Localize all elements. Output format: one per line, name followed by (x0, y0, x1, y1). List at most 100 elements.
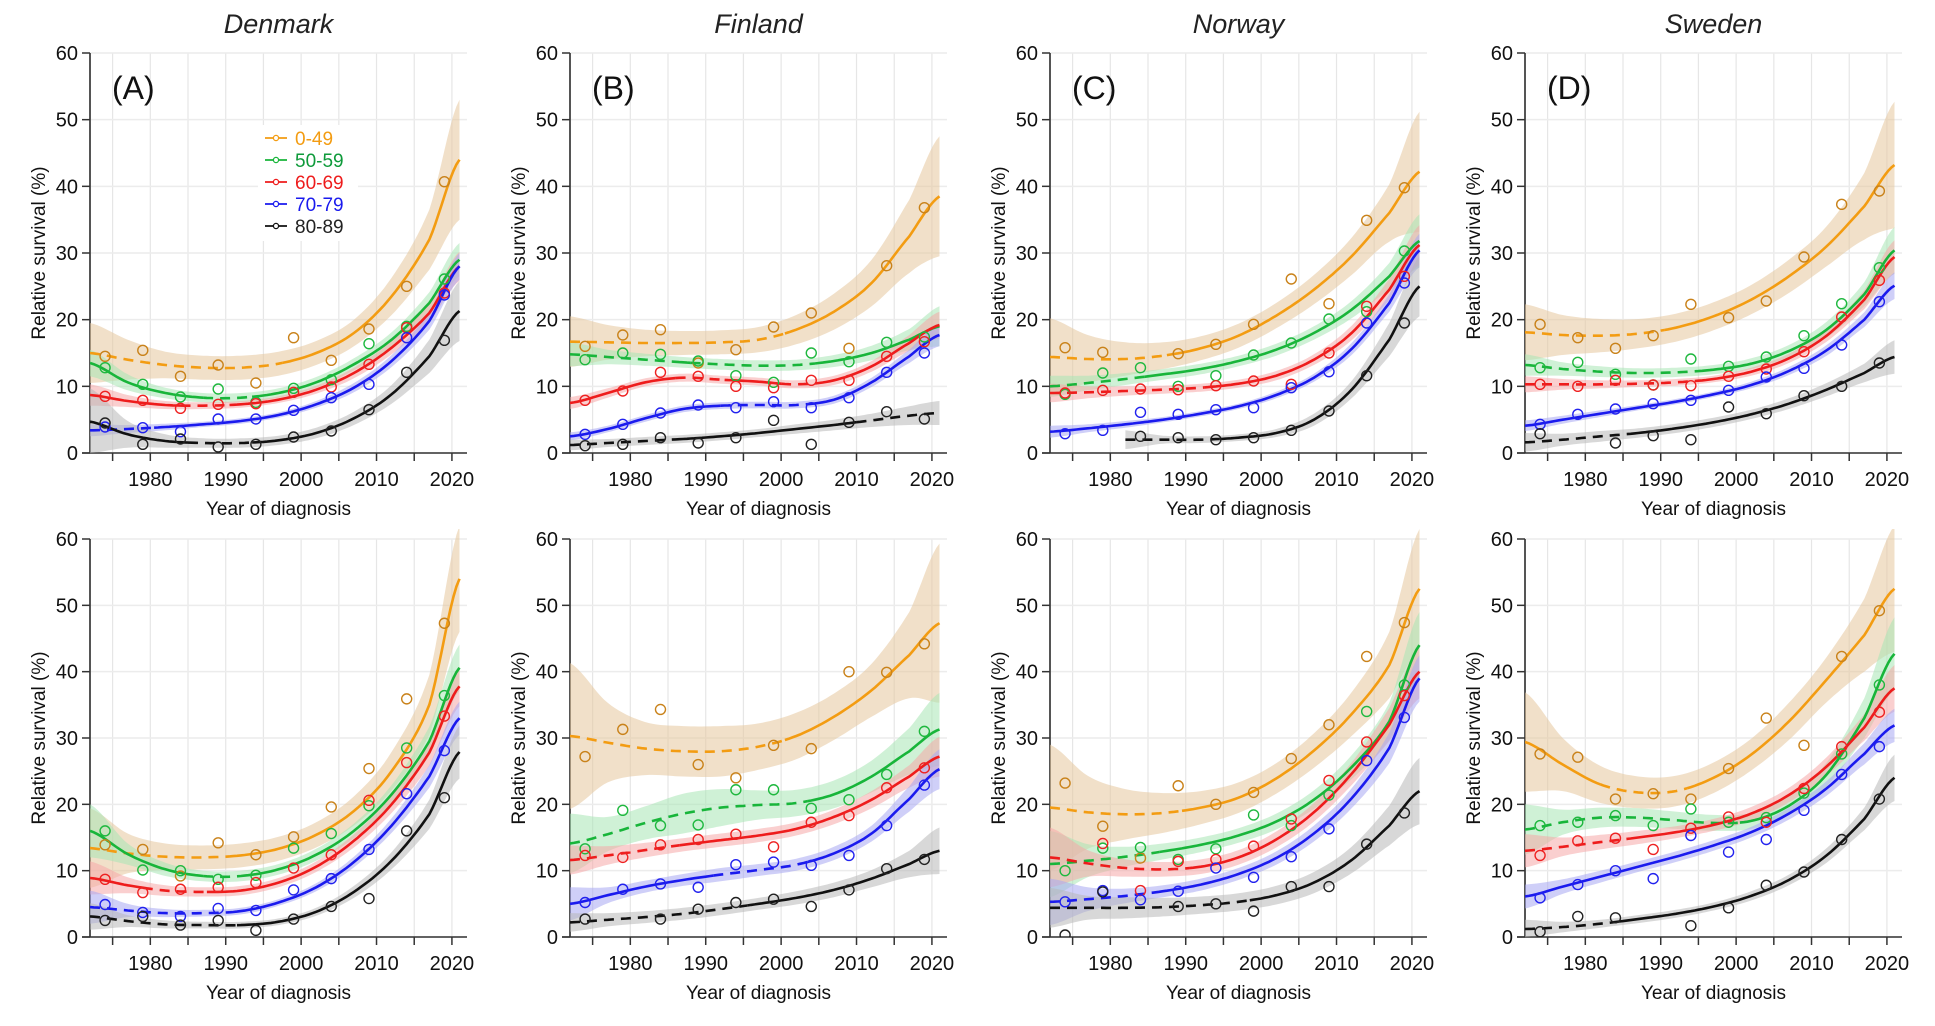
data-point-80-89 (880, 405, 893, 418)
plot-area (1525, 101, 1896, 452)
data-point-0-49 (325, 354, 337, 367)
data-point-50-59 (137, 864, 149, 876)
data-point-50-59 (1609, 368, 1622, 381)
data-point-60-69 (1647, 843, 1659, 856)
data-point-60-69 (1685, 822, 1697, 834)
data-point-80-89 (174, 919, 187, 931)
fit-line-80-89-dashed (90, 915, 238, 927)
data-point-50-59 (1760, 811, 1772, 824)
x-tick-label: 2020 (430, 953, 475, 975)
data-point-0-49 (325, 801, 337, 813)
fit-line-70-79 (229, 717, 461, 914)
data-point-0-49 (1760, 712, 1772, 724)
x-tick-label: 2010 (1314, 953, 1359, 975)
fit-line-70-79 (570, 874, 714, 906)
fit-line-0-49-dashed (1599, 783, 1688, 795)
fit-line-60-69-dashed (780, 382, 816, 386)
x-axis-title: Year of diagnosis (1166, 499, 1311, 520)
y-axis-title: Relative survival (%) (509, 166, 530, 339)
data-point-0-49 (579, 340, 591, 353)
data-point-0-49 (843, 342, 855, 355)
y-tick-label: 20 (1491, 794, 1513, 816)
fit-line-50-59 (1739, 652, 1896, 824)
fit-line-50-59-dashed (203, 395, 253, 400)
data-point-50-59 (617, 804, 629, 817)
y-tick-label: 50 (536, 595, 558, 617)
data-point-70-79 (1647, 872, 1659, 885)
data-point-0-49 (1873, 185, 1886, 197)
data-point-50-59 (1609, 809, 1622, 822)
data-point-60-69 (137, 394, 149, 407)
data-point-80-89 (1398, 317, 1411, 329)
data-point-0-49 (692, 758, 704, 771)
x-tick-label: 2000 (279, 953, 324, 975)
data-point-80-89 (579, 913, 591, 925)
data-point-70-79 (363, 378, 375, 391)
x-tick-label: 2010 (354, 953, 399, 975)
data-point-70-79 (250, 413, 262, 425)
data-point-60-69 (1760, 816, 1772, 828)
x-axis-title: Year of diagnosis (686, 983, 831, 1004)
fit-line-60-69-dashed (1525, 379, 1695, 386)
data-point-80-89 (1873, 357, 1886, 369)
data-point-80-89 (287, 913, 300, 925)
data-point-0-49 (730, 772, 742, 784)
data-point-70-79 (692, 881, 704, 893)
y-axis-title: Relative survival (%) (989, 166, 1010, 339)
data-point-60-69 (730, 828, 742, 840)
fit-line-70-79-dashed (90, 905, 230, 915)
x-tick-label: 2020 (1390, 469, 1435, 491)
data-point-0-49 (1873, 604, 1886, 617)
data-point-0-49 (1647, 788, 1659, 800)
data-point-60-69 (1534, 378, 1546, 391)
data-point-70-79 (137, 906, 149, 919)
data-point-60-69 (1572, 835, 1584, 847)
data-point-60-69 (805, 374, 817, 387)
data-point-60-69 (1210, 853, 1222, 866)
data-point-60-69 (1210, 379, 1222, 392)
fit-line-70-79 (807, 768, 941, 864)
data-point-0-49 (1323, 719, 1335, 731)
data-point-60-69 (1323, 347, 1335, 359)
y-tick-label: 60 (1491, 43, 1513, 65)
fit-line-80-89-dashed (570, 438, 672, 447)
y-axis-title: Relative survival (%) (989, 651, 1010, 824)
data-point-70-79 (880, 819, 893, 832)
x-tick-label: 1980 (1088, 953, 1133, 975)
data-point-60-69 (1873, 706, 1886, 718)
fit-line-80-89 (671, 420, 857, 441)
ci-band-60-69 (90, 251, 460, 410)
data-point-0-49 (1360, 214, 1373, 227)
data-point-50-59 (99, 825, 111, 837)
data-point-0-49 (1835, 198, 1848, 211)
data-point-70-79 (1172, 408, 1184, 421)
data-point-50-59 (212, 873, 224, 885)
panel-top-sweden: 0 10 20 30 40 50 60 1980 1990 2000 2010 2020 Year of… (1464, 9, 1909, 520)
data-point-70-79 (1134, 406, 1147, 419)
data-point-60-69 (99, 390, 111, 403)
fit-line-60-69 (1189, 670, 1421, 870)
fit-line-80-89-dashed (856, 411, 940, 424)
data-point-60-69 (1285, 378, 1297, 391)
ci-band-50-59 (570, 306, 940, 371)
data-point-70-79 (1247, 871, 1260, 883)
data-point-0-49 (1323, 297, 1335, 310)
data-point-80-89 (767, 893, 780, 905)
data-point-50-59 (1534, 361, 1546, 374)
data-point-80-89 (250, 438, 262, 451)
plot-area (1525, 529, 1896, 937)
data-point-60-69 (1247, 840, 1260, 852)
y-tick-label: 60 (536, 529, 558, 551)
data-point-60-69 (1285, 813, 1297, 825)
data-point-0-49 (1210, 338, 1222, 351)
fit-line-60-69 (1626, 687, 1896, 841)
y-tick-label: 10 (56, 861, 78, 883)
y-tick-label: 10 (56, 376, 78, 398)
data-point-0-49 (1247, 786, 1260, 799)
data-point-80-89 (1247, 431, 1260, 444)
data-point-0-49 (1798, 251, 1810, 263)
data-point-80-89 (287, 431, 300, 443)
data-point-80-89 (1609, 437, 1622, 449)
data-point-70-79 (287, 404, 300, 417)
